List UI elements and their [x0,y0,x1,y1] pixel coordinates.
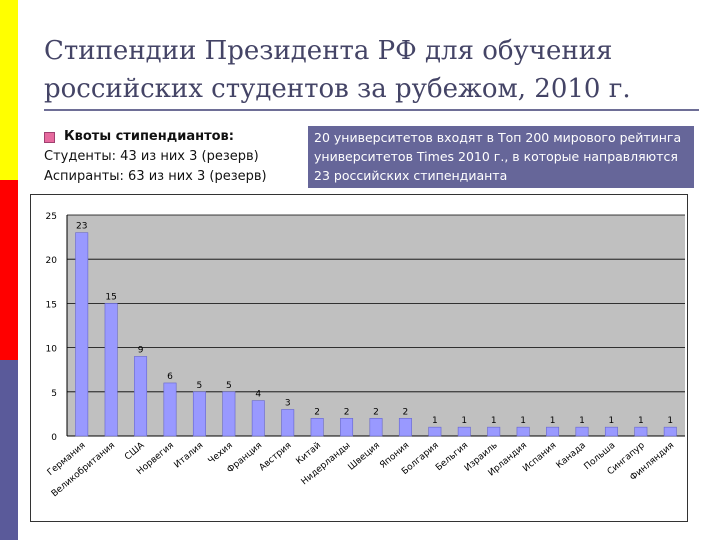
x-tick-label: Италия [172,441,205,471]
info-text: 20 университетов входят в Топ 200 мирово… [314,130,682,183]
title-underline [44,109,699,111]
bar [663,426,677,437]
quota-header: Квоты стипендиантов: [44,127,306,147]
y-tick-label: 25 [46,212,57,222]
data-label: 4 [255,390,261,400]
bar [398,418,412,437]
bar [546,426,560,437]
data-label: 5 [226,381,232,391]
quota-postgrads: Аспиранты: 63 из них 3 (резерв) [44,169,267,184]
chart-frame: 0 5 10 15 20 25 23 Германия 15 Великобритания 9 США… [30,194,688,522]
data-label: 1 [432,416,438,426]
data-label: 2 [344,407,350,417]
data-label: 3 [285,398,291,408]
bar [163,382,177,437]
x-tick-label: США [123,440,147,462]
info-box: 20 университетов входят в Топ 200 мирово… [308,126,694,188]
data-label: 1 [609,416,615,426]
data-label: 1 [491,416,497,426]
data-label: 23 [76,222,87,232]
data-label: 2 [314,407,320,417]
plot-area [67,215,685,436]
quota-header-text: Квоты стипендиантов: [64,129,234,144]
data-label: 2 [403,407,409,417]
square-bullet-icon [44,132,55,143]
data-label: 1 [550,416,556,426]
bar [457,426,471,437]
quota-students: Студенты: 43 из них 3 (резерв) [44,149,259,164]
bar [222,391,236,437]
data-label: 9 [138,345,144,355]
bar [487,426,501,437]
data-label: 1 [520,416,526,426]
slide-title: Стипендии Президента РФ для обучения рос… [44,32,684,108]
data-label: 5 [197,381,203,391]
data-label: 6 [167,372,173,382]
bar [604,426,618,437]
accent-stripe-blue [0,360,18,540]
bar [251,400,265,437]
y-tick-label: 20 [46,256,58,266]
bar [340,418,354,437]
data-label: 2 [373,407,379,417]
x-tick-label: Швеция [346,441,381,473]
y-tick-label: 0 [51,433,57,443]
bar [634,426,648,437]
bar [516,426,530,437]
bar [104,303,118,437]
bar [281,409,295,437]
data-label: 15 [105,292,116,302]
accent-stripe-yellow [0,0,18,180]
data-label: 1 [579,416,585,426]
data-label: 1 [461,416,467,426]
y-tick-label: 10 [46,345,58,355]
bar [75,232,89,437]
bar [369,418,383,437]
accent-stripe-red [0,180,18,360]
bar [134,356,148,437]
y-tick-label: 15 [46,300,57,310]
slide-title-line-1: Стипендии Президента РФ для обучения [44,36,613,66]
bar-chart: 051015202523Германия15Великобритания9США… [46,212,685,499]
bar [575,426,589,437]
bar [310,418,324,437]
data-label: 1 [667,416,673,426]
data-label: 1 [638,416,644,426]
x-tick-label: Австрия [258,441,294,473]
bar [192,391,206,437]
y-tick-label: 5 [51,389,57,399]
slide-title-line-2: российских студентов за рубежом, 2010 г. [44,74,631,104]
bar [428,426,442,437]
quota-block: Квоты стипендиантов: Студенты: 43 из них… [44,127,306,187]
